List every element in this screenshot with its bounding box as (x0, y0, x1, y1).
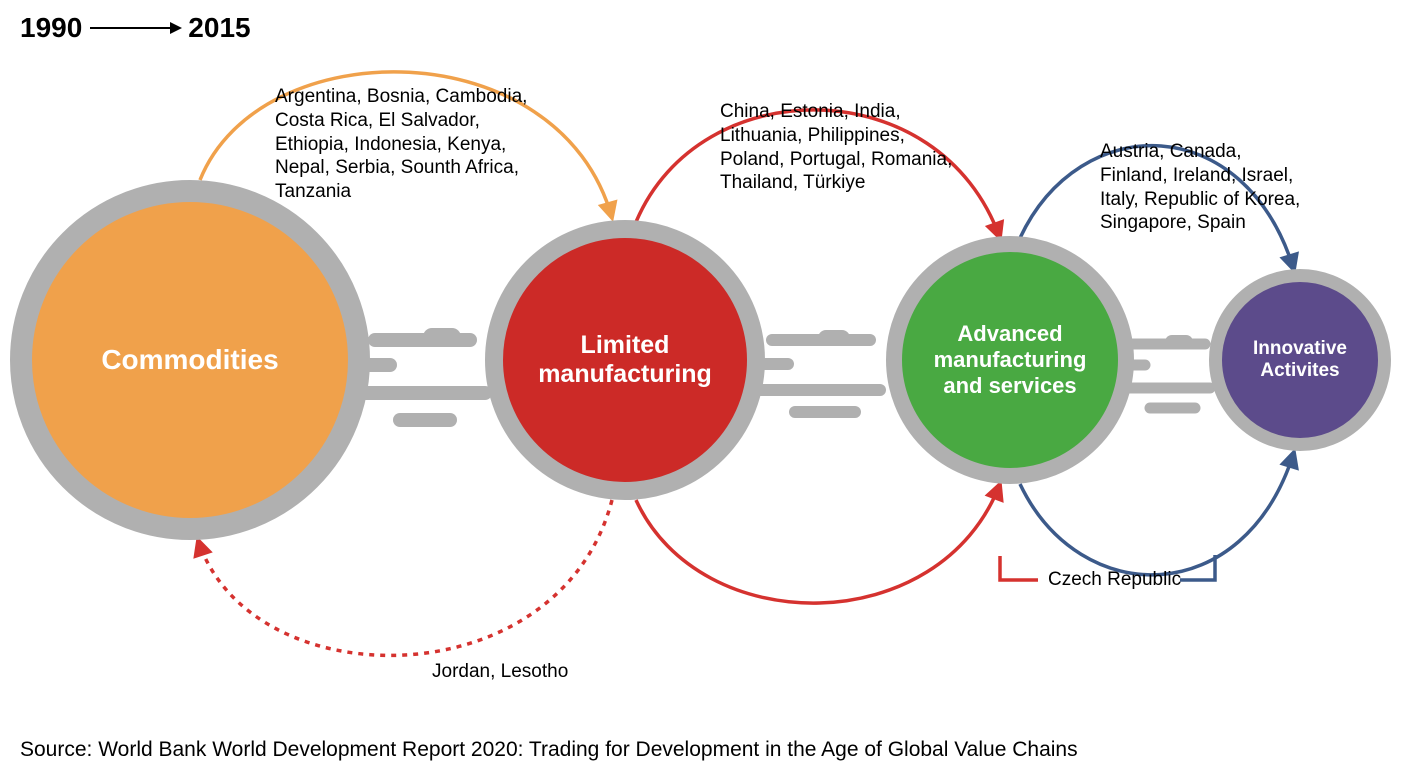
node-innovative-label: Innovative Activites (1222, 338, 1378, 382)
node-limited-label: Limited manufacturing (503, 331, 747, 389)
caption-group1: Argentina, Bosnia, Cambodia, Costa Rica,… (275, 85, 535, 204)
caption-group2: China, Estonia, India, Lithuania, Philip… (720, 100, 960, 195)
caption-jordan: Jordan, Lesotho (432, 660, 568, 684)
timeline-header: 1990 2015 (20, 12, 251, 44)
node-advanced-manufacturing: Advanced manufacturing and services (886, 236, 1134, 484)
caption-czech: Czech Republic (1048, 568, 1181, 592)
node-limited-manufacturing: Limited manufacturing (485, 220, 765, 500)
timeline-end: 2015 (188, 12, 250, 44)
timeline-start: 1990 (20, 12, 82, 44)
node-commodities-label: Commodities (91, 344, 288, 376)
timeline-arrow-icon (90, 27, 180, 29)
node-innovative-activities: Innovative Activites (1209, 269, 1391, 451)
node-advanced-label: Advanced manufacturing and services (902, 321, 1118, 399)
source-citation: Source: World Bank World Development Rep… (20, 738, 1078, 762)
caption-group3: Austria, Canada, Finland, Ireland, Israe… (1100, 140, 1305, 235)
node-commodities: Commodities (10, 180, 370, 540)
